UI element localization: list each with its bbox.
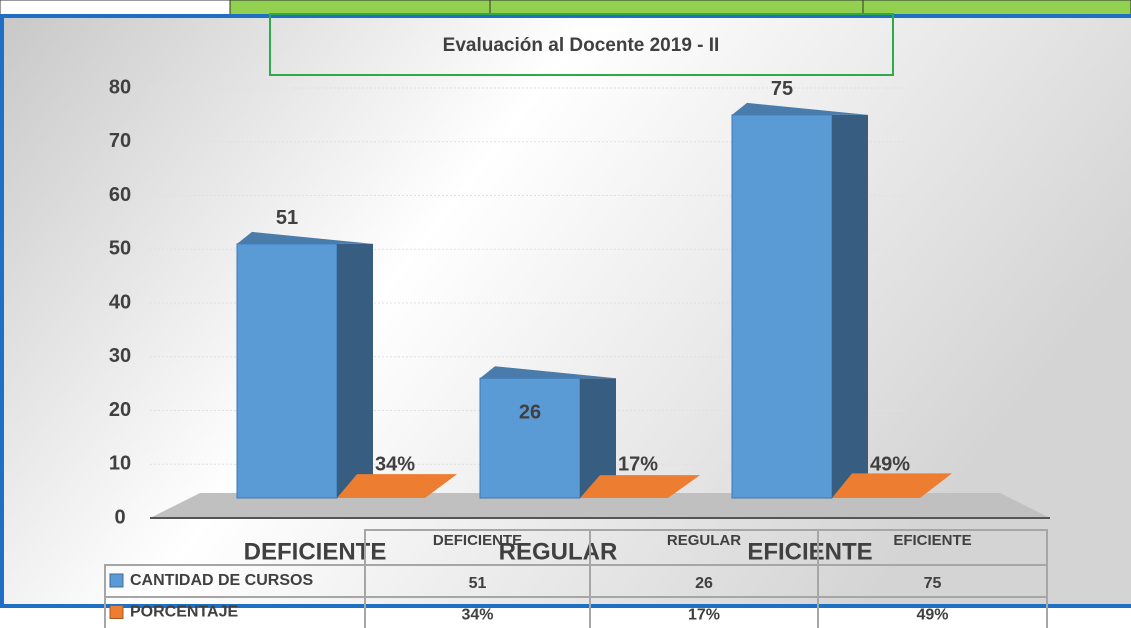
x-tick-label: EFICIENTE	[747, 538, 872, 565]
bar-top	[480, 366, 616, 379]
table-value: 75	[924, 575, 942, 592]
bar-front	[479, 377, 581, 499]
bar	[236, 231, 373, 499]
legend-key	[109, 605, 124, 619]
table-value: 49%	[916, 607, 948, 624]
strip-cell	[862, 0, 1131, 16]
strip-cell	[229, 0, 491, 16]
y-tick-label: 0	[114, 506, 125, 528]
bar-front	[236, 243, 338, 499]
legend-label: PORCENTAJE	[130, 604, 238, 621]
title-box	[269, 13, 894, 76]
data-label: 26	[519, 402, 541, 424]
bar-side	[580, 378, 616, 498]
table-value: 51	[469, 575, 487, 592]
bar-side	[832, 114, 868, 498]
y-tick-label: 20	[109, 399, 131, 421]
data-label: 17%	[618, 453, 658, 475]
table-value: 17%	[688, 607, 720, 624]
y-tick-label: 50	[109, 238, 131, 260]
y-tick-label: 40	[109, 291, 131, 313]
table-value: 26	[695, 575, 713, 592]
table-body-box	[104, 564, 1048, 628]
y-tick-label: 60	[109, 184, 131, 206]
bar-side	[337, 243, 373, 498]
bar-top	[732, 102, 868, 115]
y-tick-label: 80	[109, 76, 131, 98]
bar-top	[237, 231, 373, 244]
legend-label: CANTIDAD DE CURSOS	[130, 572, 313, 589]
floor	[150, 493, 1050, 518]
bar	[832, 473, 952, 498]
data-label: 75	[771, 78, 793, 100]
legend-key	[109, 573, 124, 588]
strip-cell	[489, 0, 864, 16]
top-strip	[0, 0, 1131, 16]
bar-front	[731, 114, 833, 499]
data-label: 34%	[375, 453, 415, 475]
bar	[337, 474, 457, 498]
chart-title: Evaluación al Docente 2019 - II	[443, 35, 720, 56]
x-tick-label: DEFICIENTE	[244, 538, 387, 565]
bar	[580, 475, 700, 498]
y-tick-label: 10	[109, 453, 131, 475]
table-value: 34%	[461, 607, 493, 624]
table-header: REGULAR	[667, 532, 741, 549]
bar	[731, 102, 868, 499]
y-tick-label: 30	[109, 345, 131, 367]
table-header: DEFICIENTE	[433, 532, 522, 549]
data-label: 51	[276, 207, 298, 229]
table-header: EFICIENTE	[893, 532, 971, 549]
bar	[479, 366, 616, 499]
y-tick-label: 70	[109, 130, 131, 152]
x-tick-label: REGULAR	[499, 538, 618, 565]
strip-cell	[0, 0, 231, 16]
data-label: 49%	[870, 453, 910, 475]
